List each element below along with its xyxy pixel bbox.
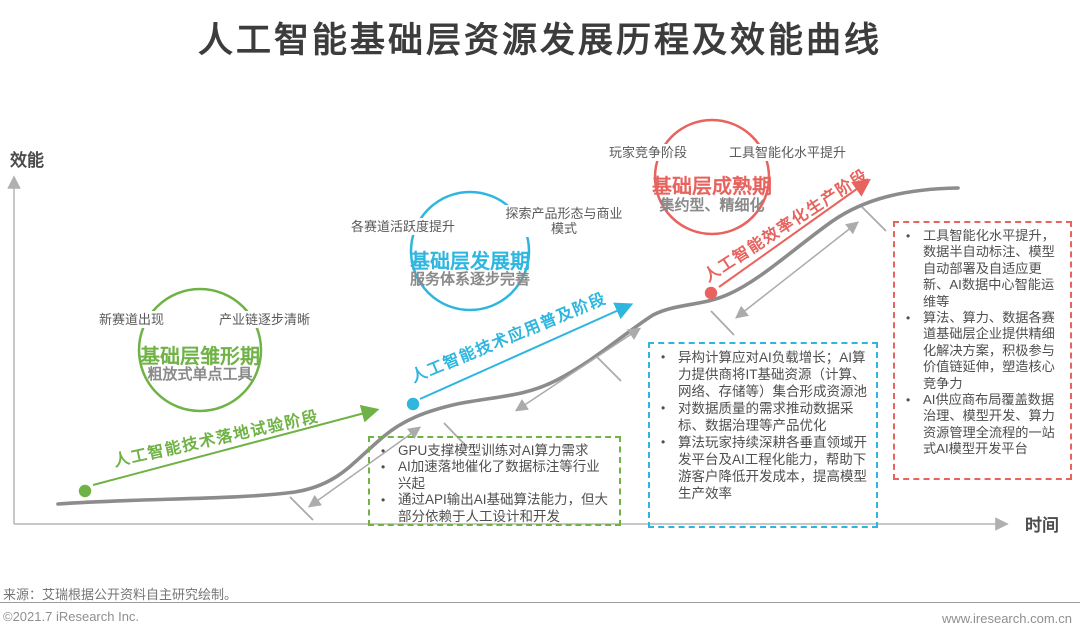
bullet-item: 异构计算应对AI负载增长；AI算力提供商将IT基础资源（计算、网络、存储等）集合… <box>654 349 868 400</box>
stage2-circle-title: 基础层发展期 <box>410 251 530 273</box>
curve-tick <box>861 206 887 232</box>
stage2-phase-arrow <box>419 302 634 400</box>
stage2-span-arrow <box>514 327 642 412</box>
stage3-span-arrow <box>734 221 860 319</box>
stage2-left-note: 各赛道活跃度提升 <box>348 218 459 235</box>
stage3-start-dot <box>704 286 718 300</box>
curve-tick <box>710 310 735 336</box>
y-axis-label: 效能 <box>10 151 44 170</box>
stage1-circle-title: 基础层雏形期 <box>140 346 260 368</box>
bullet-item: 对数据质量的需求推动数据采标、数据治理等产品优化 <box>654 400 868 434</box>
stage3-bullets-box: 工具智能化水平提升，数据半自动标注、模型自动部署及自适应更新、AI数据中心智能运… <box>893 221 1072 480</box>
bullet-item: 通过API输出AI基础算法能力，但大部分依赖于人工设计和开发 <box>374 492 611 525</box>
bullet-item: AI加速落地催化了数据标注等行业兴起 <box>374 459 611 492</box>
stage1-circle-subtitle: 粗放式单点工具 <box>147 366 253 383</box>
stage2-circle-subtitle: 服务体系逐步完善 <box>409 271 530 288</box>
stage1-right-note: 产业链逐步清晰 <box>216 311 314 328</box>
curve-tick <box>596 356 622 382</box>
bullet-item: 算法、算力、数据各赛道基础层企业提供精细化解决方案，积极参与价值链延伸，塑造核心… <box>899 310 1062 392</box>
stage1-span-arrow <box>307 426 422 508</box>
stage3-right-note: 工具智能化水平提升 <box>726 144 850 161</box>
page-title: 人工智能基础层资源发展历程及效能曲线 <box>197 21 882 60</box>
stage2-bullets-box: 异构计算应对AI负载增长；AI算力提供商将IT基础资源（计算、网络、存储等）集合… <box>648 342 878 528</box>
stage2-right-note: 探索产品形态与商业模式 <box>502 205 626 237</box>
stage3-left-note: 玩家竞争阶段 <box>606 144 691 161</box>
source-note: 来源：艾瑞根据公开资料自主研究绘制。 <box>3 587 238 602</box>
stage2-circle <box>409 190 531 312</box>
stage1-start-dot <box>78 484 92 498</box>
stage1-left-note: 新赛道出现 <box>96 311 168 328</box>
stage3-circle <box>653 118 771 236</box>
stage1-circle <box>137 287 263 413</box>
footer-divider <box>0 602 1080 603</box>
bullet-item: AI供应商布局覆盖数据治理、模型开发、算力资源管理全流程的一站式AI模型开发平台 <box>899 392 1062 458</box>
bullet-item: 算法玩家持续深耕各垂直领域开发平台及AI工程化能力，帮助下游客户降低开发成本，提… <box>654 434 868 502</box>
x-axis-label: 时间 <box>1025 516 1059 535</box>
stage3-circle-title: 基础层成熟期 <box>652 176 772 198</box>
curve-tick <box>289 496 314 521</box>
stage1-phase-arrow <box>92 404 380 486</box>
website-text: www.iresearch.com.cn <box>941 611 1072 626</box>
bullet-item: GPU支撑模型训练对AI算力需求 <box>374 443 611 460</box>
stage3-phase-arrow <box>718 178 871 288</box>
bullet-item: 工具智能化水平提升，数据半自动标注、模型自动部署及自适应更新、AI数据中心智能运… <box>899 228 1062 310</box>
stage1-bullets-box: GPU支撑模型训练对AI算力需求 AI加速落地催化了数据标注等行业兴起 通过AP… <box>368 436 621 526</box>
stage2-start-dot <box>406 397 420 411</box>
stage3-circle-subtitle: 集约型、精细化 <box>659 197 765 214</box>
copyright-text: ©2021.7 iResearch Inc. <box>3 609 140 624</box>
